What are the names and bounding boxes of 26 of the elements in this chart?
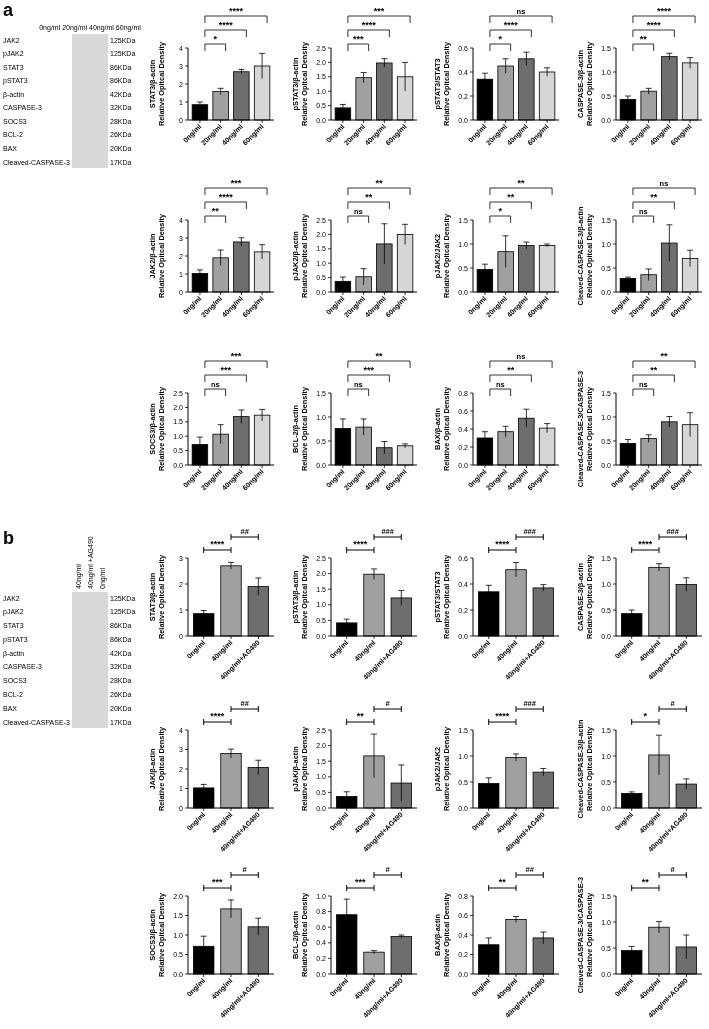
significance-bracket: *** xyxy=(204,365,247,383)
significance-bracket: * xyxy=(489,206,512,224)
text: a xyxy=(3,0,14,20)
significance-bracket: **** xyxy=(346,539,375,554)
significance-bracket: ** xyxy=(632,365,675,383)
significance-bracket: ** xyxy=(346,711,375,726)
significance-bracket: *** xyxy=(347,365,390,383)
significance-bracket: *** xyxy=(203,877,232,892)
significance-bracket: ** xyxy=(347,192,390,210)
significance-bracket: **** xyxy=(488,711,517,726)
significance-bracket: ** xyxy=(489,365,532,383)
significance-bracket: * xyxy=(631,711,660,726)
significance-bracket: *** xyxy=(346,877,375,892)
significance-bracket: **** xyxy=(203,539,232,554)
significance-bracket: **** xyxy=(488,539,517,554)
significance-bracket: ** xyxy=(488,877,517,892)
significance-bracket: * xyxy=(489,34,512,52)
significance-bracket: ** xyxy=(631,877,660,892)
significance-bracket: * xyxy=(204,34,227,52)
significance-bracket: **** xyxy=(203,711,232,726)
significance-bracket: ** xyxy=(632,192,675,210)
significance-bracket: ** xyxy=(632,34,655,52)
text: b xyxy=(3,528,14,548)
significance-bracket: **** xyxy=(631,539,660,554)
significance-bracket: ** xyxy=(204,206,227,224)
significance-bracket: *** xyxy=(347,34,370,52)
